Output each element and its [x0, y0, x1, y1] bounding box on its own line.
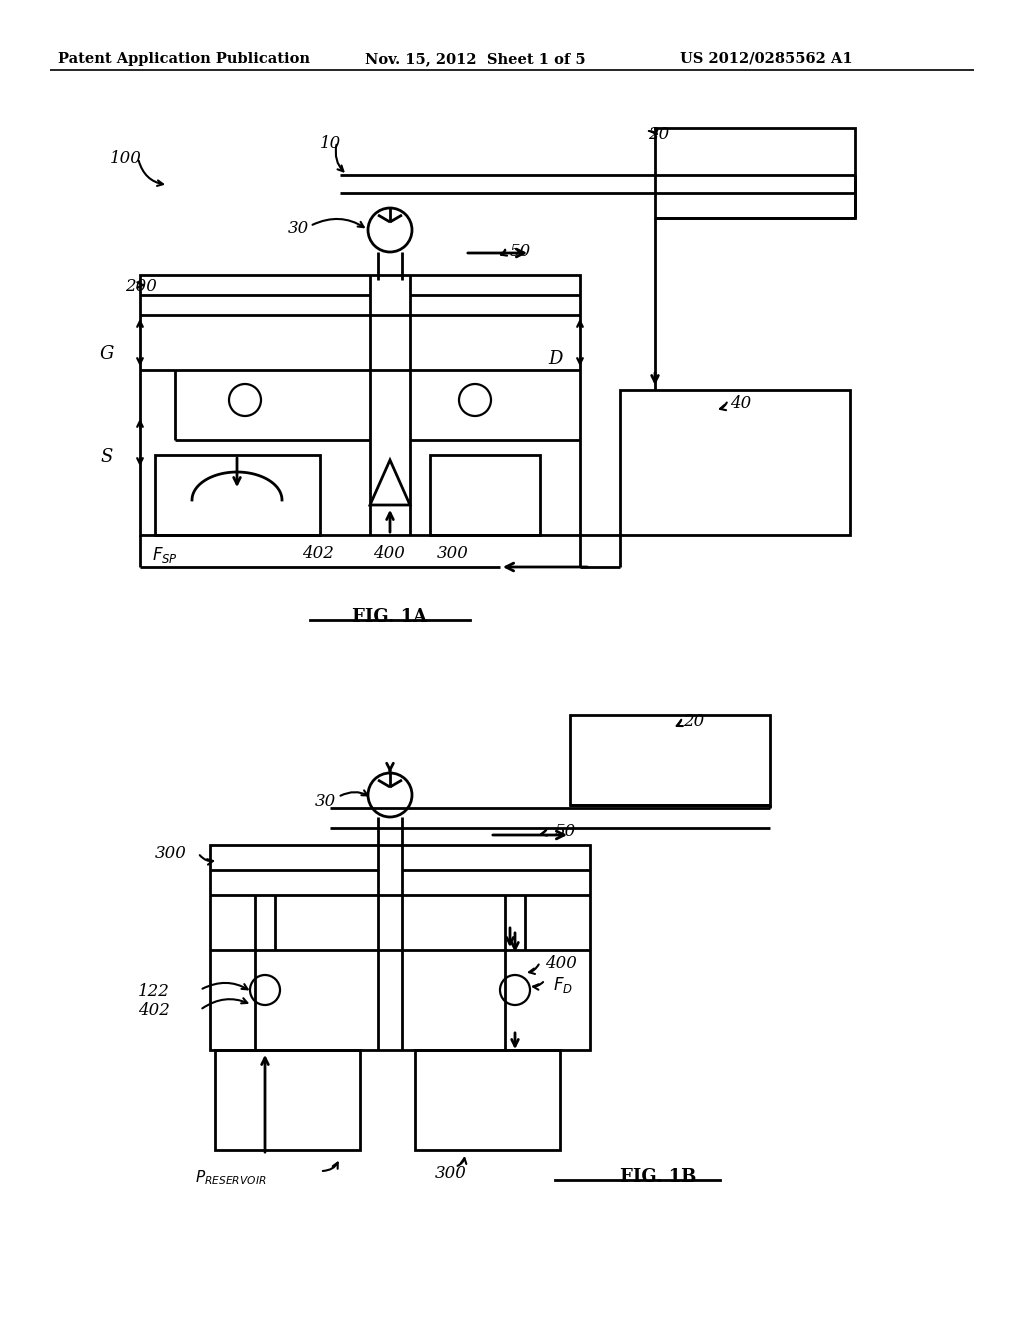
Circle shape — [368, 209, 412, 252]
Text: S: S — [100, 447, 113, 466]
Text: 402: 402 — [138, 1002, 170, 1019]
Text: 300: 300 — [435, 1166, 467, 1181]
Circle shape — [229, 384, 261, 416]
Bar — [140, 275, 580, 535]
Bar — [415, 1049, 560, 1150]
Circle shape — [500, 975, 530, 1005]
Text: 20: 20 — [683, 713, 705, 730]
Text: 40: 40 — [730, 395, 752, 412]
Polygon shape — [370, 459, 410, 506]
Text: G: G — [100, 345, 115, 363]
Text: 50: 50 — [510, 243, 531, 260]
Circle shape — [250, 975, 280, 1005]
Bar — [655, 128, 855, 218]
Text: 400: 400 — [373, 545, 404, 562]
Text: Nov. 15, 2012  Sheet 1 of 5: Nov. 15, 2012 Sheet 1 of 5 — [365, 51, 586, 66]
Bar — [620, 389, 850, 535]
Bar — [215, 1049, 360, 1150]
Text: 400: 400 — [545, 954, 577, 972]
Text: 300: 300 — [437, 545, 469, 562]
Text: 30: 30 — [288, 220, 309, 238]
Bar — [570, 715, 770, 805]
Text: 20: 20 — [648, 125, 670, 143]
Circle shape — [368, 774, 412, 817]
Text: D: D — [548, 350, 562, 368]
Bar — [430, 455, 540, 535]
Text: 200: 200 — [125, 279, 157, 294]
Text: $F_D$: $F_D$ — [553, 975, 573, 995]
Text: FIG. 1A: FIG. 1A — [352, 609, 428, 626]
Text: 300: 300 — [155, 845, 186, 862]
Bar — [210, 845, 590, 1049]
Text: FIG. 1B: FIG. 1B — [620, 1168, 696, 1185]
Text: 122: 122 — [138, 983, 170, 1001]
Text: $F_{SP}$: $F_{SP}$ — [152, 545, 178, 565]
Text: 100: 100 — [110, 150, 142, 168]
Text: 30: 30 — [315, 793, 336, 810]
Text: Patent Application Publication: Patent Application Publication — [58, 51, 310, 66]
Text: $P_{RESERVOIR}$: $P_{RESERVOIR}$ — [195, 1168, 266, 1187]
Circle shape — [459, 384, 490, 416]
Text: 10: 10 — [319, 135, 341, 152]
Text: 402: 402 — [302, 545, 334, 562]
Bar — [155, 455, 319, 535]
Text: 50: 50 — [555, 822, 577, 840]
Text: US 2012/0285562 A1: US 2012/0285562 A1 — [680, 51, 853, 66]
